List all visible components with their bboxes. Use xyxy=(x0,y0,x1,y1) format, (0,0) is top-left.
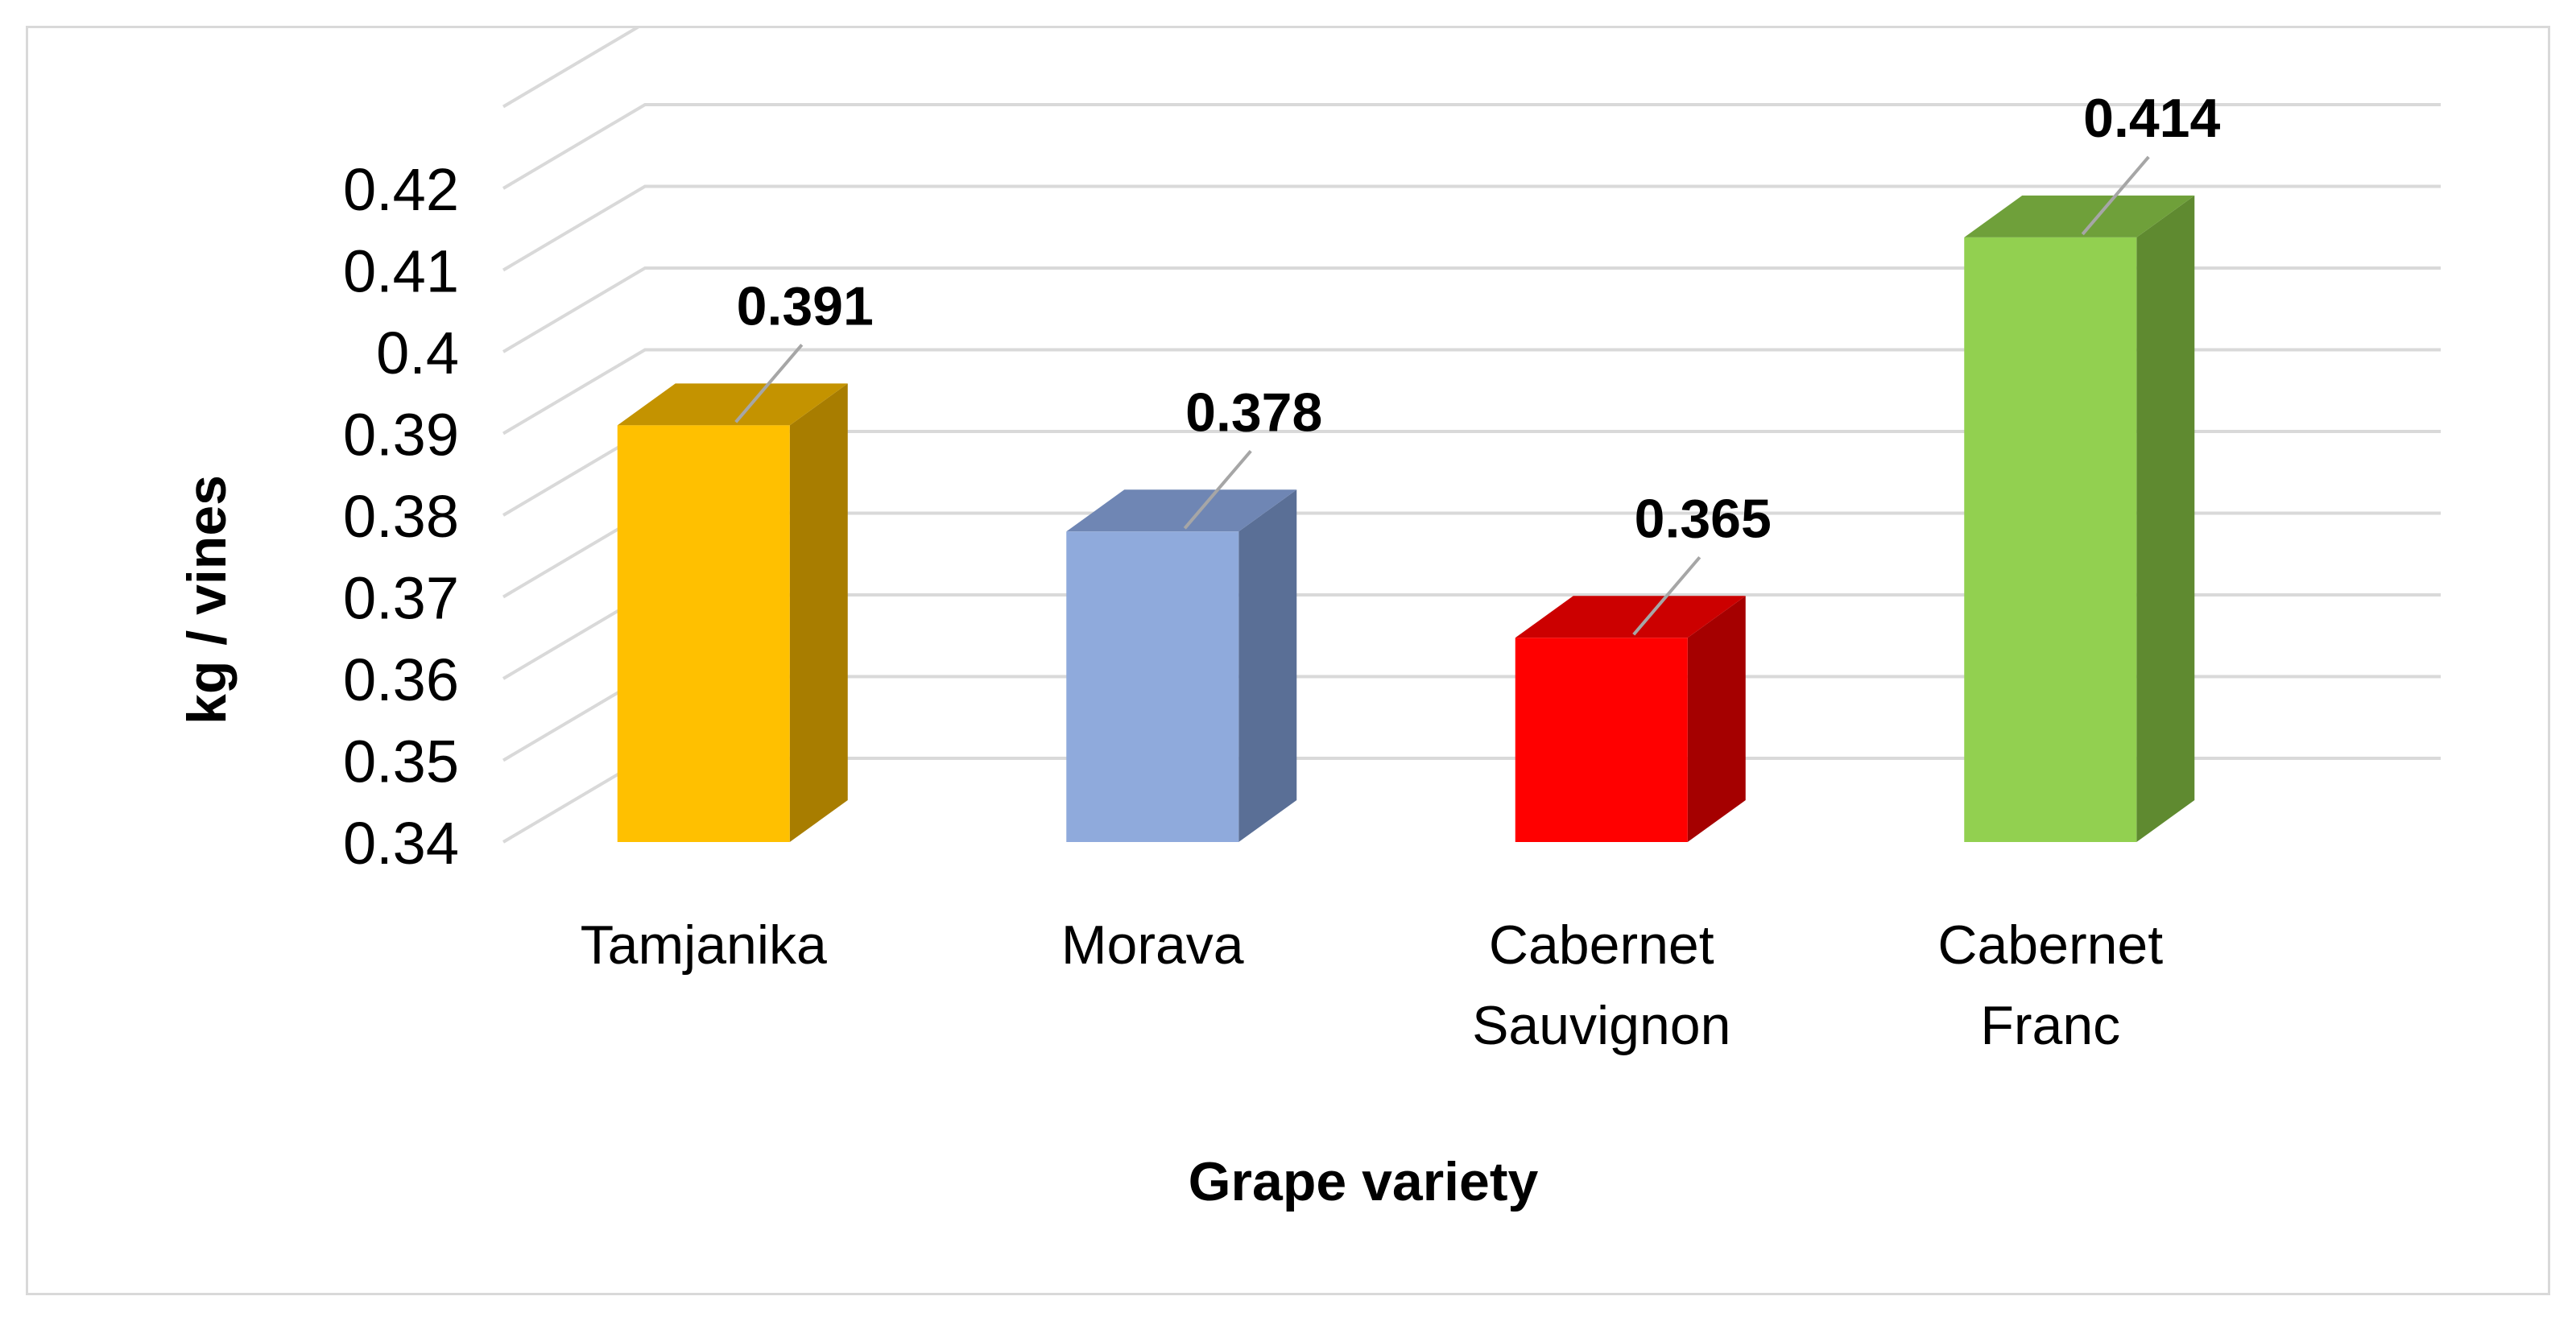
y-axis-title: kg / vines xyxy=(176,475,238,724)
x-axis-categories: Tamjanika Morava Cabernet Sauvignon Cabernet… xyxy=(581,914,2164,1056)
y-tick-label: 0.37 xyxy=(343,565,459,632)
bar-front xyxy=(1066,531,1239,842)
bar-side xyxy=(1238,489,1297,842)
x-category-label: Tamjanika xyxy=(581,914,827,976)
y-tick-label: 0.42 xyxy=(343,156,459,223)
bar-4 xyxy=(1964,195,2195,842)
bar-front xyxy=(1964,237,2137,842)
y-tick-label: 0.36 xyxy=(343,646,459,713)
bar-3 xyxy=(1515,596,1746,842)
bar-side xyxy=(2136,195,2195,842)
chart-frame: 0.34 0.35 0.36 0.37 0.38 0.39 0.4 0.41 0.42 0.39… xyxy=(26,26,2550,1295)
data-label: 0.365 xyxy=(1635,488,1772,549)
gridline xyxy=(502,103,2441,190)
bar-top xyxy=(1066,489,1297,532)
data-label: 0.378 xyxy=(1185,382,1322,443)
data-label-leader xyxy=(2081,155,2150,236)
y-tick-label: 0.38 xyxy=(343,483,459,550)
bar-1 xyxy=(617,383,848,843)
x-category-label: Cabernet Sauvignon xyxy=(1472,914,1730,1056)
bar-top xyxy=(1964,195,2195,237)
chart-svg: 0.34 0.35 0.36 0.37 0.38 0.39 0.4 0.41 0.42 0.39… xyxy=(176,28,2441,1212)
data-label: 0.414 xyxy=(2083,88,2220,149)
x-category-label: Cabernet Franc xyxy=(1937,914,2163,1056)
bar-top xyxy=(617,383,848,426)
y-tick-label: 0.34 xyxy=(343,810,459,877)
y-tick-label: 0.35 xyxy=(343,729,459,795)
gridline xyxy=(502,184,2441,272)
y-axis-ticks: 0.34 0.35 0.36 0.37 0.38 0.39 0.4 0.41 0.42 xyxy=(343,156,459,877)
y-tick-label: 0.39 xyxy=(343,402,459,469)
x-category-label: Morava xyxy=(1061,914,1244,976)
x-axis-title: Grape variety xyxy=(1189,1151,1539,1212)
data-label-leader xyxy=(734,344,804,423)
gridline xyxy=(502,266,2441,353)
y-tick-label: 0.4 xyxy=(376,320,459,386)
y-tick-label: 0.41 xyxy=(343,238,459,305)
data-labels: 0.391 0.378 0.365 0.414 xyxy=(734,88,2221,636)
gridline xyxy=(502,348,2441,436)
bar-front xyxy=(1515,638,1688,842)
data-label: 0.391 xyxy=(737,275,874,336)
gridline xyxy=(502,28,639,109)
bar-2 xyxy=(1066,489,1297,842)
bar-side xyxy=(789,383,848,843)
bar-side xyxy=(1687,596,1746,842)
bar-top xyxy=(1515,596,1746,638)
bars xyxy=(617,195,2195,843)
bar-front xyxy=(617,425,790,842)
data-label-leader xyxy=(1632,555,1701,636)
data-label-leader xyxy=(1183,450,1252,530)
